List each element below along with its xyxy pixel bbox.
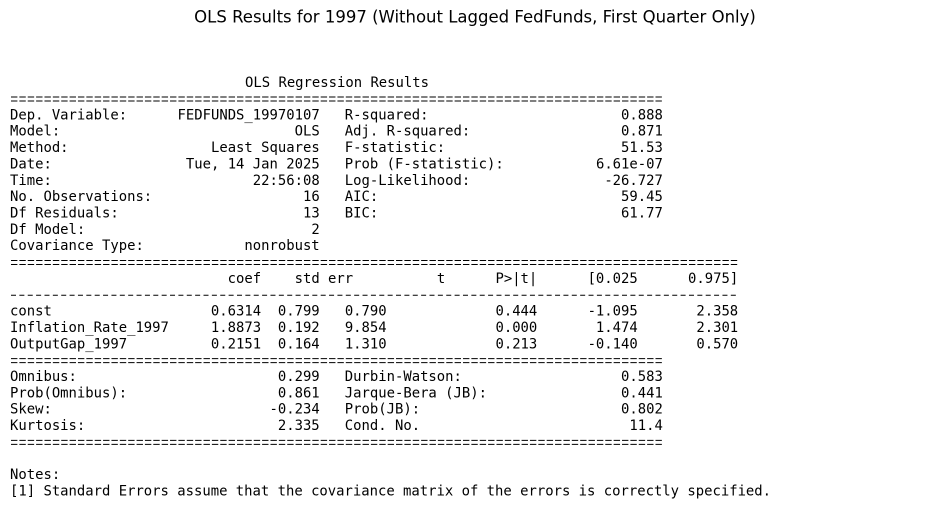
column-header: std err	[295, 271, 354, 287]
info-label: No. Observations:	[10, 189, 152, 205]
info-label: Covariance Type:	[10, 238, 144, 254]
info-label: Date:	[10, 156, 52, 172]
diagnostic-label: Prob(JB):	[345, 402, 420, 418]
diagnostic-label: Prob(Omnibus):	[10, 385, 127, 401]
coefficient-cell: 0.790	[345, 304, 387, 320]
stat-label: Prob (F-statistic):	[345, 156, 504, 172]
info-value: FEDFUNDS_19970107	[178, 107, 320, 123]
stat-value: -26.727	[604, 173, 663, 189]
info-value: 16	[303, 189, 320, 205]
stat-value: 0.888	[621, 107, 663, 123]
coefficient-cell: 0.570	[696, 336, 738, 352]
stat-label: BIC:	[345, 205, 378, 221]
coefficient-cell: 0.2151	[211, 336, 261, 352]
stat-value: 61.77	[621, 205, 663, 221]
stat-label: AIC:	[345, 189, 378, 205]
info-value: 2	[311, 222, 319, 238]
column-header: P>|t|	[495, 271, 537, 287]
coefficient-cell: 0.164	[278, 336, 320, 352]
separators	[11, 96, 738, 445]
coefficient-cell: 1.310	[345, 336, 387, 352]
diagnostic-value: 0.441	[621, 385, 663, 401]
stat-value: 51.53	[621, 140, 663, 156]
coefficient-cell: 0.444	[495, 304, 537, 320]
coefficient-cell: -0.140	[588, 336, 638, 352]
diagnostic-value: 0.299	[278, 369, 320, 385]
coefficient-cell: 2.301	[696, 320, 738, 336]
note: Notes:	[10, 467, 60, 483]
diagnostic-value: 0.861	[278, 385, 320, 401]
coefficient-cell: -1.095	[588, 304, 638, 320]
info-label: Df Residuals:	[10, 205, 119, 221]
coefficient-cell: 0.192	[278, 320, 320, 336]
info-label: Model:	[10, 124, 60, 140]
info-value: 22:56:08	[253, 173, 320, 189]
diagnostic-label: Kurtosis:	[10, 418, 85, 434]
coefficient-cell: 1.474	[596, 320, 638, 336]
column-header: coef	[228, 271, 261, 287]
coefficient-cell: 1.8873	[211, 320, 261, 336]
coefficient-cell: 0.6314	[211, 304, 261, 320]
diagnostic-value: 0.583	[621, 369, 663, 385]
diagnostic-label: Cond. No.	[345, 418, 420, 434]
diagnostic-value: 2.335	[278, 418, 320, 434]
column-header: t	[437, 271, 445, 287]
info-label: Dep. Variable:	[10, 107, 127, 123]
column-header: [0.025	[588, 271, 638, 287]
stat-value: 0.871	[621, 124, 663, 140]
variable-name: Inflation_Rate_1997	[10, 320, 169, 336]
stat-value: 6.61e-07	[596, 156, 663, 172]
coefficient-cell: 0.799	[278, 304, 320, 320]
column-header: 0.975]	[688, 271, 738, 287]
variable-name: OutputGap_1997	[10, 336, 127, 352]
info-value: nonrobust	[244, 238, 319, 254]
stat-label: R-squared:	[345, 107, 429, 123]
stat-label: Adj. R-squared:	[345, 124, 470, 140]
info-value: Tue, 14 Jan 2025	[186, 156, 320, 172]
info-value: Least Squares	[211, 140, 320, 156]
diagnostic-value: 0.802	[621, 402, 663, 418]
coefficient-cell: 0.213	[495, 336, 537, 352]
stat-value: 59.45	[621, 189, 663, 205]
summary-heading: OLS Regression Results	[245, 75, 429, 91]
variable-name: const	[10, 304, 52, 320]
coefficient-cell: 9.854	[345, 320, 387, 336]
diagnostic-value: 11.4	[629, 418, 662, 434]
info-value: OLS	[295, 124, 320, 140]
diagnostic-label: Skew:	[10, 402, 52, 418]
diagnostic-value: -0.234	[270, 402, 320, 418]
info-label: Method:	[10, 140, 69, 156]
diagnostic-label: Omnibus:	[10, 369, 77, 385]
note: [1] Standard Errors assume that the cova…	[10, 483, 771, 499]
coefficient-cell: 0.000	[495, 320, 537, 336]
stat-label: Log-Likelihood:	[345, 173, 470, 189]
info-label: Df Model:	[10, 222, 85, 238]
page-title: OLS Results for 1997 (Without Lagged Fed…	[194, 8, 756, 27]
diagnostic-label: Durbin-Watson:	[345, 369, 462, 385]
info-label: Time:	[10, 173, 52, 189]
diagnostic-label: Jarque-Bera (JB):	[345, 385, 487, 401]
stat-label: F-statistic:	[345, 140, 445, 156]
info-value: 13	[303, 205, 320, 221]
coefficient-cell: 2.358	[696, 304, 738, 320]
